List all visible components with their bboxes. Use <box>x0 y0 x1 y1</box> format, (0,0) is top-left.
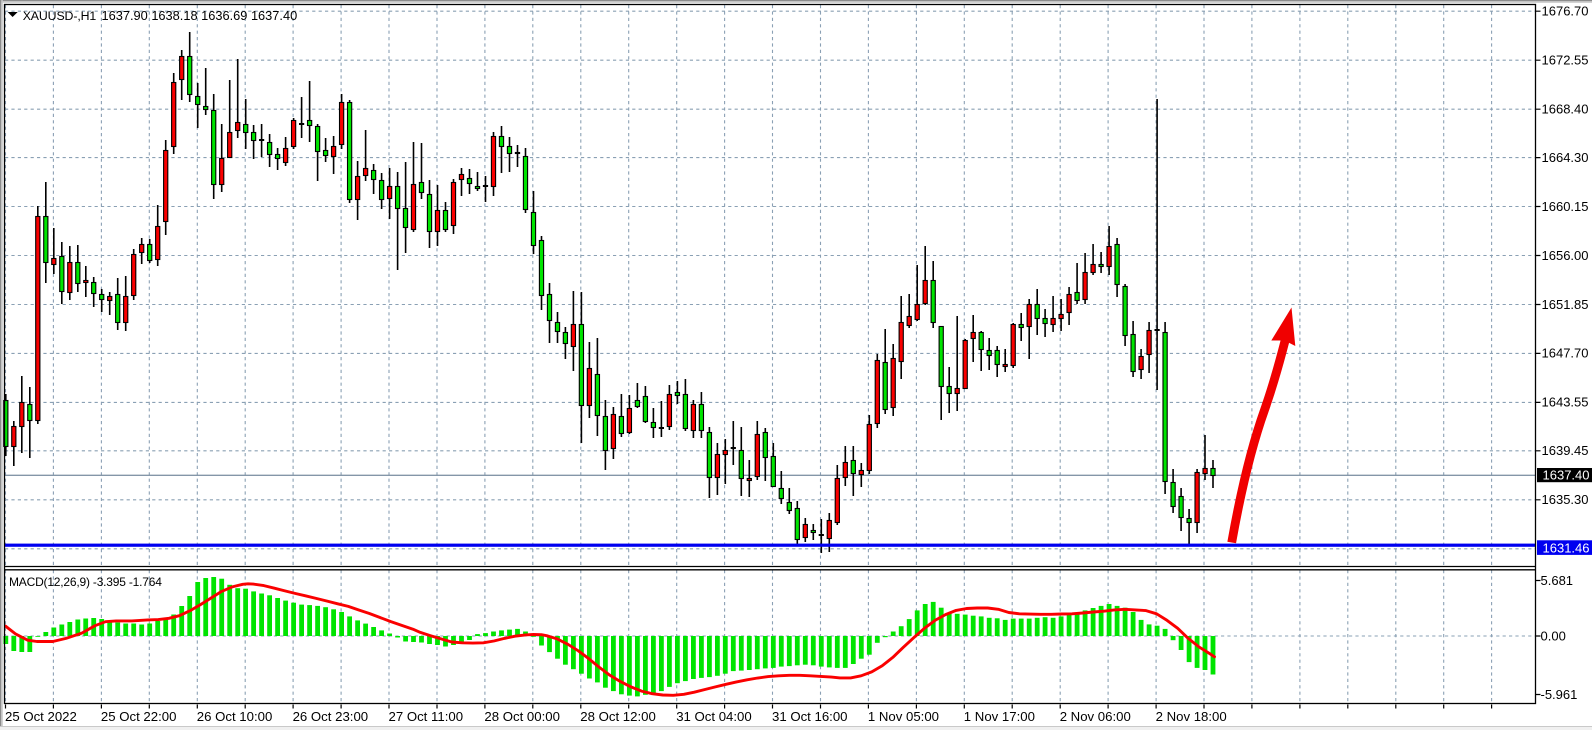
svg-text:1668.40: 1668.40 <box>1542 102 1589 117</box>
svg-text:1639.45: 1639.45 <box>1542 443 1589 458</box>
svg-text:XAUUSD-,H1: XAUUSD-,H1 <box>23 9 97 23</box>
svg-text:-5.961: -5.961 <box>1541 687 1578 702</box>
svg-text:0.00: 0.00 <box>1541 628 1566 643</box>
svg-text:25 Oct 22:00: 25 Oct 22:00 <box>101 709 177 724</box>
svg-text:1651.85: 1651.85 <box>1542 297 1589 312</box>
svg-text:1 Nov 05:00: 1 Nov 05:00 <box>868 709 939 724</box>
svg-text:1672.55: 1672.55 <box>1542 53 1589 68</box>
svg-text:1660.15: 1660.15 <box>1542 199 1589 214</box>
svg-text:27 Oct 11:00: 27 Oct 11:00 <box>389 709 464 724</box>
svg-text:1637.40: 1637.40 <box>1543 468 1590 483</box>
svg-text:1676.70: 1676.70 <box>1542 4 1589 19</box>
svg-text:31 Oct 04:00: 31 Oct 04:00 <box>676 709 752 724</box>
svg-text:1656.00: 1656.00 <box>1542 248 1589 263</box>
svg-text:1647.70: 1647.70 <box>1542 346 1589 361</box>
svg-text:26 Oct 23:00: 26 Oct 23:00 <box>293 709 369 724</box>
svg-text:26 Oct 10:00: 26 Oct 10:00 <box>197 709 273 724</box>
svg-text:1664.30: 1664.30 <box>1542 150 1589 165</box>
svg-text:1637.90 1638.18 1636.69 1637.4: 1637.90 1638.18 1636.69 1637.40 <box>102 8 298 23</box>
svg-text:2 Nov 18:00: 2 Nov 18:00 <box>1156 709 1227 724</box>
svg-text:MACD(12,26,9) -3.395 -1.764: MACD(12,26,9) -3.395 -1.764 <box>9 575 162 589</box>
svg-text:2 Nov 06:00: 2 Nov 06:00 <box>1060 709 1131 724</box>
svg-text:28 Oct 12:00: 28 Oct 12:00 <box>580 709 656 724</box>
svg-text:5.681: 5.681 <box>1541 573 1574 588</box>
svg-text:31 Oct 16:00: 31 Oct 16:00 <box>772 709 848 724</box>
svg-text:28 Oct 00:00: 28 Oct 00:00 <box>484 709 560 724</box>
svg-text:1 Nov 17:00: 1 Nov 17:00 <box>964 709 1035 724</box>
svg-text:25 Oct 2022: 25 Oct 2022 <box>5 709 77 724</box>
svg-text:1631.46: 1631.46 <box>1543 540 1590 555</box>
svg-text:1643.55: 1643.55 <box>1542 395 1589 410</box>
svg-text:1635.30: 1635.30 <box>1542 492 1589 507</box>
